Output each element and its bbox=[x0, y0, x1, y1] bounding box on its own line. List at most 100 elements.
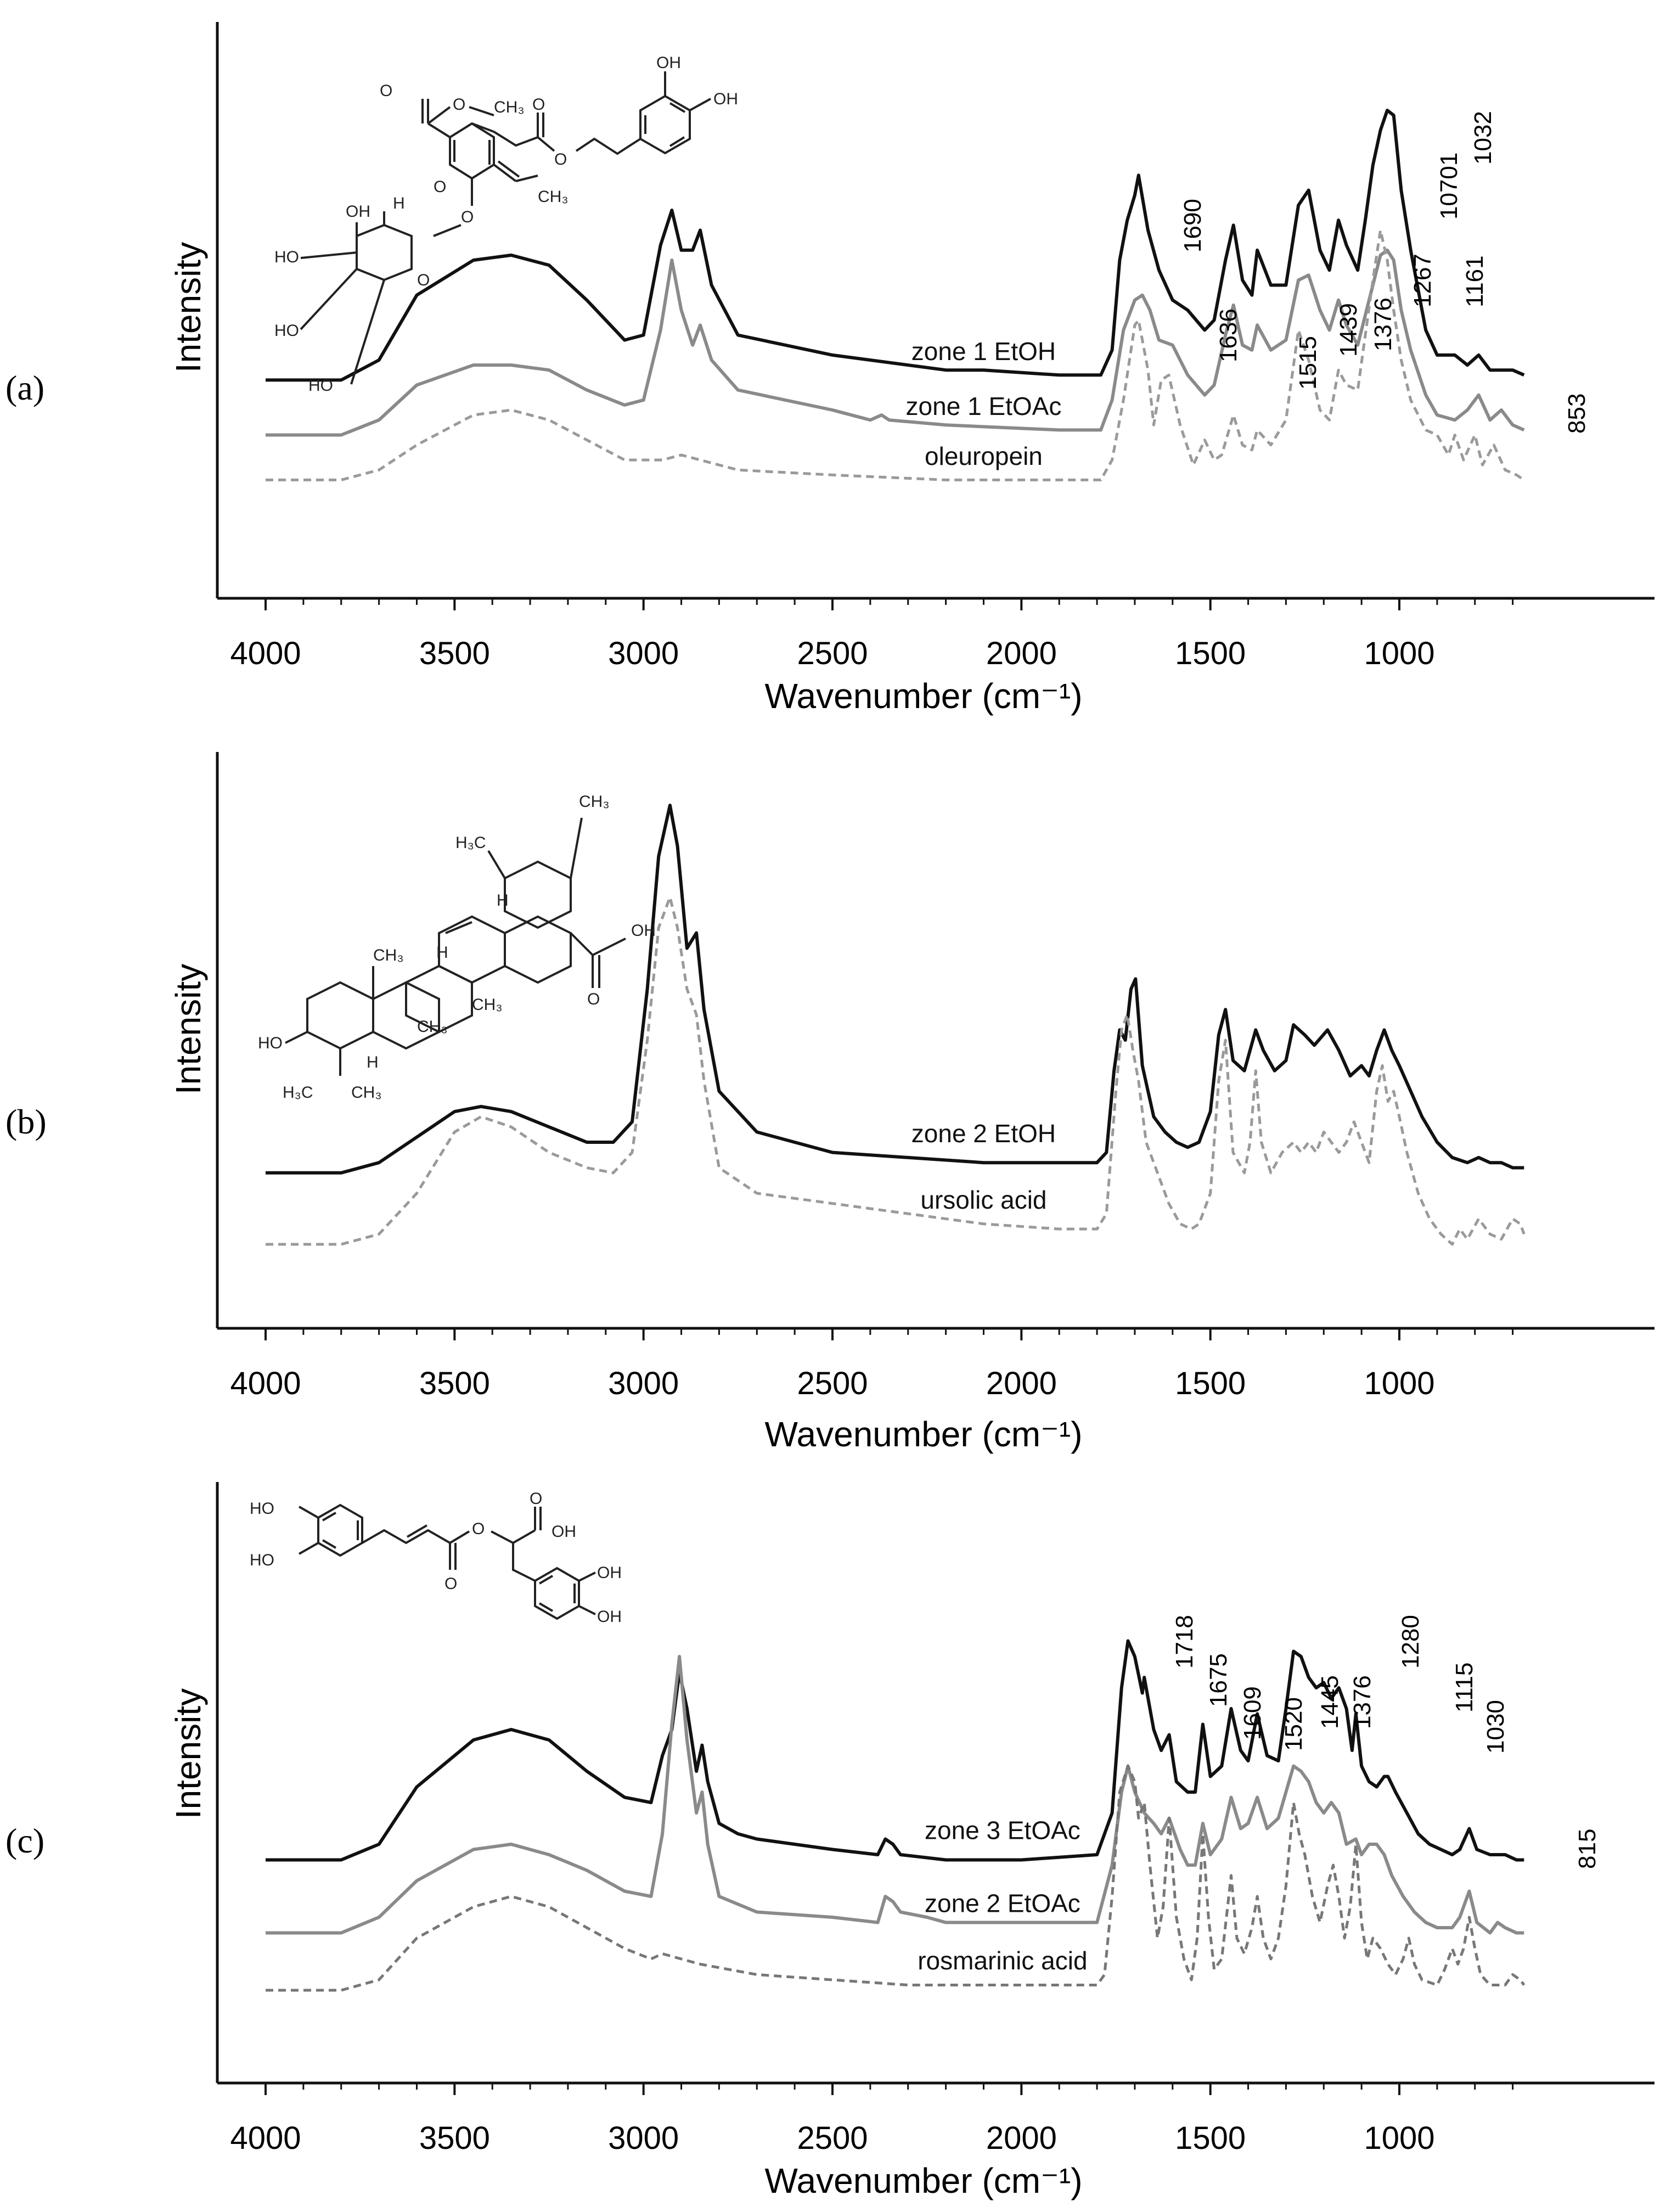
trace-label: rosmarinic acid bbox=[918, 1946, 1087, 1975]
atom-label: H bbox=[367, 1053, 379, 1071]
atom-label: O bbox=[444, 1575, 457, 1593]
trace-labels: zone 2 EtOH ursolic acid bbox=[911, 1119, 1056, 1214]
atom-label: O bbox=[532, 96, 545, 114]
x-tick-label: 2500 bbox=[797, 1366, 868, 1401]
peak-label: 1030 bbox=[1482, 1700, 1509, 1754]
peak-label: 1267 bbox=[1409, 254, 1436, 307]
trace-label: oleuropein bbox=[925, 442, 1043, 470]
peak-label: 1515 bbox=[1295, 336, 1321, 390]
atom-label: OH bbox=[713, 90, 738, 108]
x-tick-label: 2000 bbox=[986, 636, 1057, 671]
atom-label: H bbox=[393, 194, 405, 212]
x-tick-label: 4000 bbox=[230, 636, 301, 671]
atom-label: O bbox=[380, 82, 392, 100]
peak-label: 815 bbox=[1574, 1829, 1601, 1869]
x-tick-labels: 4000 3500 3000 2500 2000 1500 1000 bbox=[230, 2120, 1434, 2156]
atom-label: HO bbox=[308, 377, 333, 395]
y-axis-label: Intensity bbox=[168, 964, 208, 1094]
atom-label: O bbox=[554, 150, 567, 169]
atom-label: CH₃ bbox=[538, 188, 569, 206]
x-axis-label: Wavenumber (cm⁻¹) bbox=[764, 1414, 1082, 1454]
atom-label: OH bbox=[597, 1564, 622, 1582]
x-tick-label: 3000 bbox=[608, 636, 679, 671]
x-tick-label: 3500 bbox=[419, 2120, 490, 2156]
spectra bbox=[266, 109, 1525, 481]
x-tick-label: 2000 bbox=[986, 1366, 1057, 1401]
atom-label: O bbox=[434, 178, 446, 196]
x-tick-label: 1500 bbox=[1175, 1366, 1246, 1401]
series-line-zone-1-etoac bbox=[266, 248, 1525, 437]
atom-label: H₃C bbox=[455, 834, 486, 852]
peak-label: 1032 bbox=[1470, 111, 1496, 165]
x-ticks bbox=[265, 2083, 1514, 2095]
rosmarinic-acid-structure: HO HO O O O OH OH OH bbox=[250, 1490, 622, 1626]
x-tick-label: 2500 bbox=[797, 636, 868, 671]
x-axis-label: Wavenumber (cm⁻¹) bbox=[764, 676, 1082, 716]
series-line-zone-2-etoac bbox=[266, 1655, 1524, 1935]
trace-label: zone 2 EtOH bbox=[911, 1119, 1056, 1148]
trace-label: zone 1 EtOH bbox=[911, 337, 1056, 366]
peak-label: 1445 bbox=[1316, 1675, 1343, 1729]
x-ticks bbox=[265, 1328, 1514, 1340]
series-line-zone-2-etoh bbox=[266, 804, 1524, 1175]
peak-label: 1115 bbox=[1451, 1663, 1478, 1713]
panel-c: (c) Intensity Wavenumber (cm⁻¹) 4000 3500… bbox=[5, 1482, 1655, 2200]
x-tick-labels: 4000 3500 3000 2500 2000 1500 1000 bbox=[230, 636, 1434, 671]
y-axis-label: Intensity bbox=[168, 1688, 208, 1819]
atom-label: CH₃ bbox=[373, 946, 404, 964]
atom-label: O bbox=[472, 1520, 485, 1538]
x-tick-label: 2500 bbox=[797, 2120, 868, 2156]
atom-label: H bbox=[436, 944, 448, 962]
atom-label: HO bbox=[274, 248, 299, 266]
peak-labels: 1690 1636 1515 1439 1376 1267 1161 10701… bbox=[1179, 111, 1590, 434]
x-tick-label: 3500 bbox=[419, 1366, 490, 1401]
peak-label: 10701 bbox=[1436, 153, 1462, 220]
x-ticks bbox=[265, 598, 1514, 610]
trace-label: zone 1 EtOAc bbox=[906, 392, 1062, 420]
atom-label: OH bbox=[597, 1608, 622, 1626]
peak-label: 1520 bbox=[1280, 1697, 1307, 1751]
atom-label: OH bbox=[656, 54, 681, 72]
x-axis-label: Wavenumber (cm⁻¹) bbox=[764, 2161, 1082, 2200]
x-tick-label: 4000 bbox=[230, 2120, 301, 2156]
x-tick-label: 3500 bbox=[419, 636, 490, 671]
peak-labels: 1718 1675 1609 1520 1445 1376 1280 1115 … bbox=[1171, 1615, 1601, 1869]
peak-label: 1675 bbox=[1205, 1653, 1232, 1707]
panel-label: (a) bbox=[5, 368, 44, 407]
series-line-oleuropein bbox=[266, 228, 1525, 481]
peak-label: 1280 bbox=[1397, 1615, 1424, 1669]
x-tick-label: 2000 bbox=[986, 2120, 1057, 2156]
x-tick-label: 1500 bbox=[1175, 2120, 1246, 2156]
x-tick-label: 4000 bbox=[230, 1366, 301, 1401]
peak-label: 1161 bbox=[1461, 255, 1488, 307]
panel-label: (c) bbox=[5, 1821, 44, 1860]
trace-label: zone 3 EtOAc bbox=[925, 1816, 1081, 1845]
x-tick-label: 1000 bbox=[1364, 636, 1434, 671]
atom-label: OH bbox=[346, 203, 370, 221]
atom-label: H₃C bbox=[283, 1083, 313, 1102]
x-tick-label: 3000 bbox=[608, 1366, 679, 1401]
x-tick-label: 3000 bbox=[608, 2120, 679, 2156]
series-line-rosmarinic-acid bbox=[266, 1765, 1526, 1992]
atom-label: HO bbox=[250, 1500, 274, 1518]
peak-label: 1439 bbox=[1335, 303, 1362, 357]
ursolic-acid-structure: CH₃ H₃C H OH O H CH₃ CH₃ CH₃ HO H H₃C CH… bbox=[258, 793, 656, 1102]
y-axis-label: Intensity bbox=[168, 242, 208, 373]
atom-label: CH₃ bbox=[494, 98, 525, 116]
peak-label: 1718 bbox=[1171, 1615, 1198, 1669]
series-line-ursolic-acid bbox=[266, 896, 1526, 1246]
atom-label: CH₃ bbox=[579, 793, 610, 811]
atom-label: O bbox=[461, 208, 474, 226]
spectra bbox=[266, 1639, 1526, 1992]
panel-a: (a) Intensity Wavenumber (cm⁻¹) 4000 3500… bbox=[5, 22, 1655, 716]
atom-label: CH₃ bbox=[417, 1018, 448, 1036]
atom-label: CH₃ bbox=[351, 1083, 382, 1102]
atom-label: HO bbox=[250, 1551, 274, 1569]
series-line-zone-3-etoac bbox=[266, 1639, 1524, 1862]
atom-label: O bbox=[587, 990, 600, 1008]
trace-labels: zone 1 EtOH zone 1 EtOAc oleuropein bbox=[906, 337, 1062, 470]
oleuropein-structure: OH OH O O CH₃ O O bbox=[274, 54, 738, 395]
spectra bbox=[266, 804, 1526, 1246]
atom-label: OH bbox=[552, 1523, 576, 1541]
